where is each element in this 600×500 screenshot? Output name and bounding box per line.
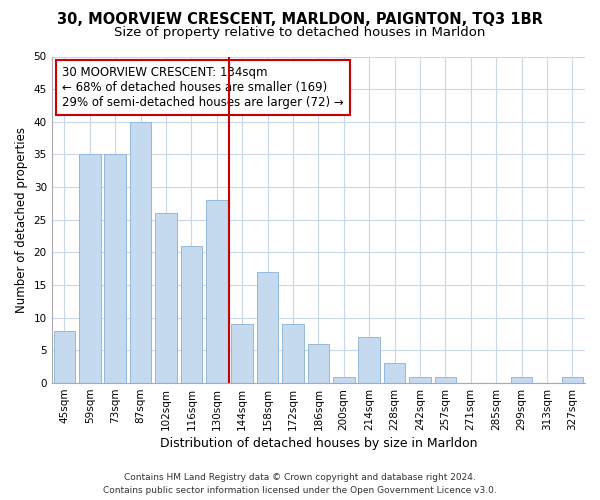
- Bar: [104, 154, 126, 383]
- Bar: [409, 376, 431, 383]
- Y-axis label: Number of detached properties: Number of detached properties: [15, 127, 28, 313]
- Bar: [53, 331, 75, 383]
- Bar: [333, 376, 355, 383]
- Bar: [308, 344, 329, 383]
- Bar: [282, 324, 304, 383]
- Bar: [130, 122, 151, 383]
- Bar: [384, 364, 406, 383]
- Bar: [562, 376, 583, 383]
- Bar: [181, 246, 202, 383]
- Text: Size of property relative to detached houses in Marldon: Size of property relative to detached ho…: [115, 26, 485, 39]
- Text: Contains HM Land Registry data © Crown copyright and database right 2024.
Contai: Contains HM Land Registry data © Crown c…: [103, 474, 497, 495]
- Bar: [434, 376, 456, 383]
- Bar: [232, 324, 253, 383]
- Text: 30, MOORVIEW CRESCENT, MARLDON, PAIGNTON, TQ3 1BR: 30, MOORVIEW CRESCENT, MARLDON, PAIGNTON…: [57, 12, 543, 28]
- Bar: [155, 214, 177, 383]
- Bar: [511, 376, 532, 383]
- Bar: [79, 154, 101, 383]
- Text: 30 MOORVIEW CRESCENT: 134sqm
← 68% of detached houses are smaller (169)
29% of s: 30 MOORVIEW CRESCENT: 134sqm ← 68% of de…: [62, 66, 344, 110]
- X-axis label: Distribution of detached houses by size in Marldon: Distribution of detached houses by size …: [160, 437, 477, 450]
- Bar: [358, 338, 380, 383]
- Bar: [257, 272, 278, 383]
- Bar: [206, 200, 227, 383]
